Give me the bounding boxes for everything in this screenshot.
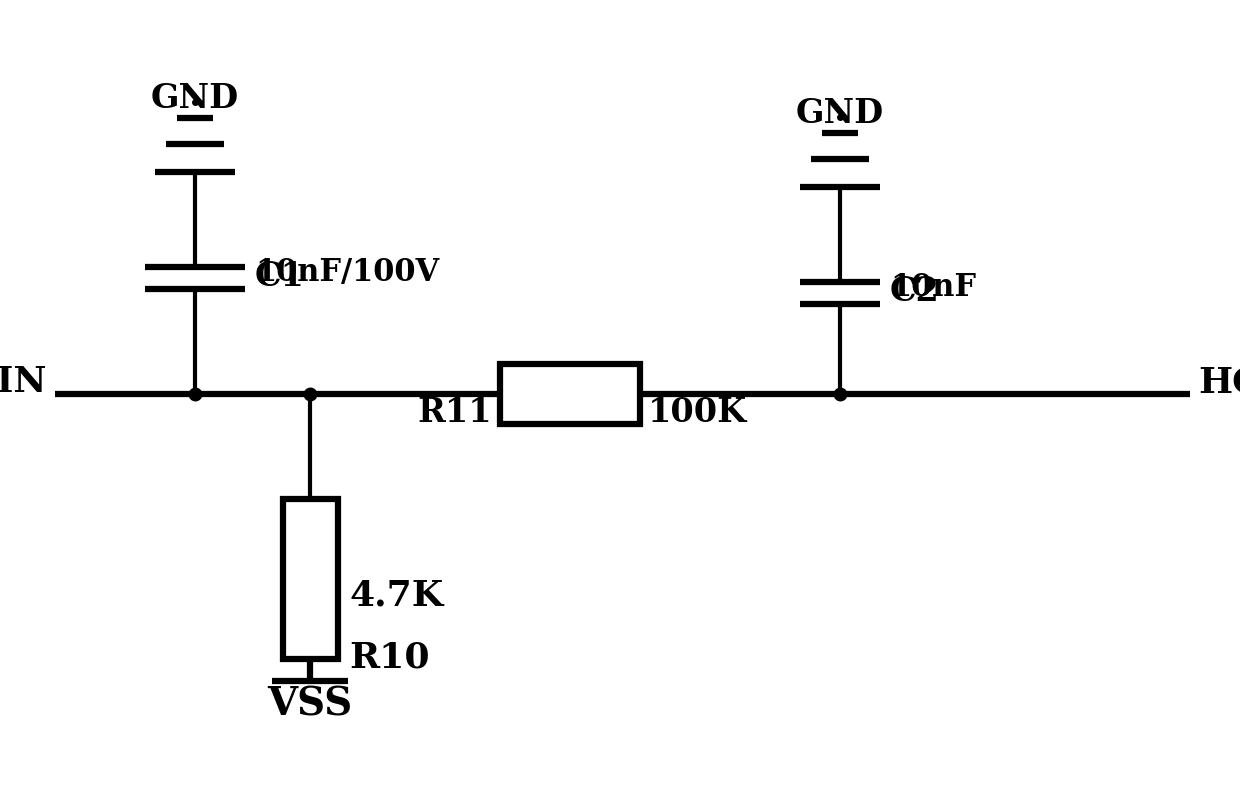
Text: GND: GND (796, 97, 884, 130)
Text: C2: C2 (890, 275, 940, 308)
Text: 10nF: 10nF (890, 272, 976, 303)
Bar (500, 364, 640, 424)
Text: HC151-DX: HC151-DX (1198, 365, 1240, 399)
Text: R11: R11 (418, 396, 492, 429)
Text: GND: GND (151, 82, 239, 115)
Bar (283, 499, 337, 659)
Text: 10nF/100V: 10nF/100V (255, 257, 439, 288)
Text: L-IN: L-IN (0, 365, 47, 399)
Text: VSS: VSS (268, 686, 352, 724)
Text: R10: R10 (350, 641, 430, 675)
Bar (500, 367, 640, 421)
Text: C1: C1 (255, 260, 305, 293)
Text: 4.7K: 4.7K (350, 579, 444, 613)
Text: 100K: 100K (649, 396, 748, 429)
